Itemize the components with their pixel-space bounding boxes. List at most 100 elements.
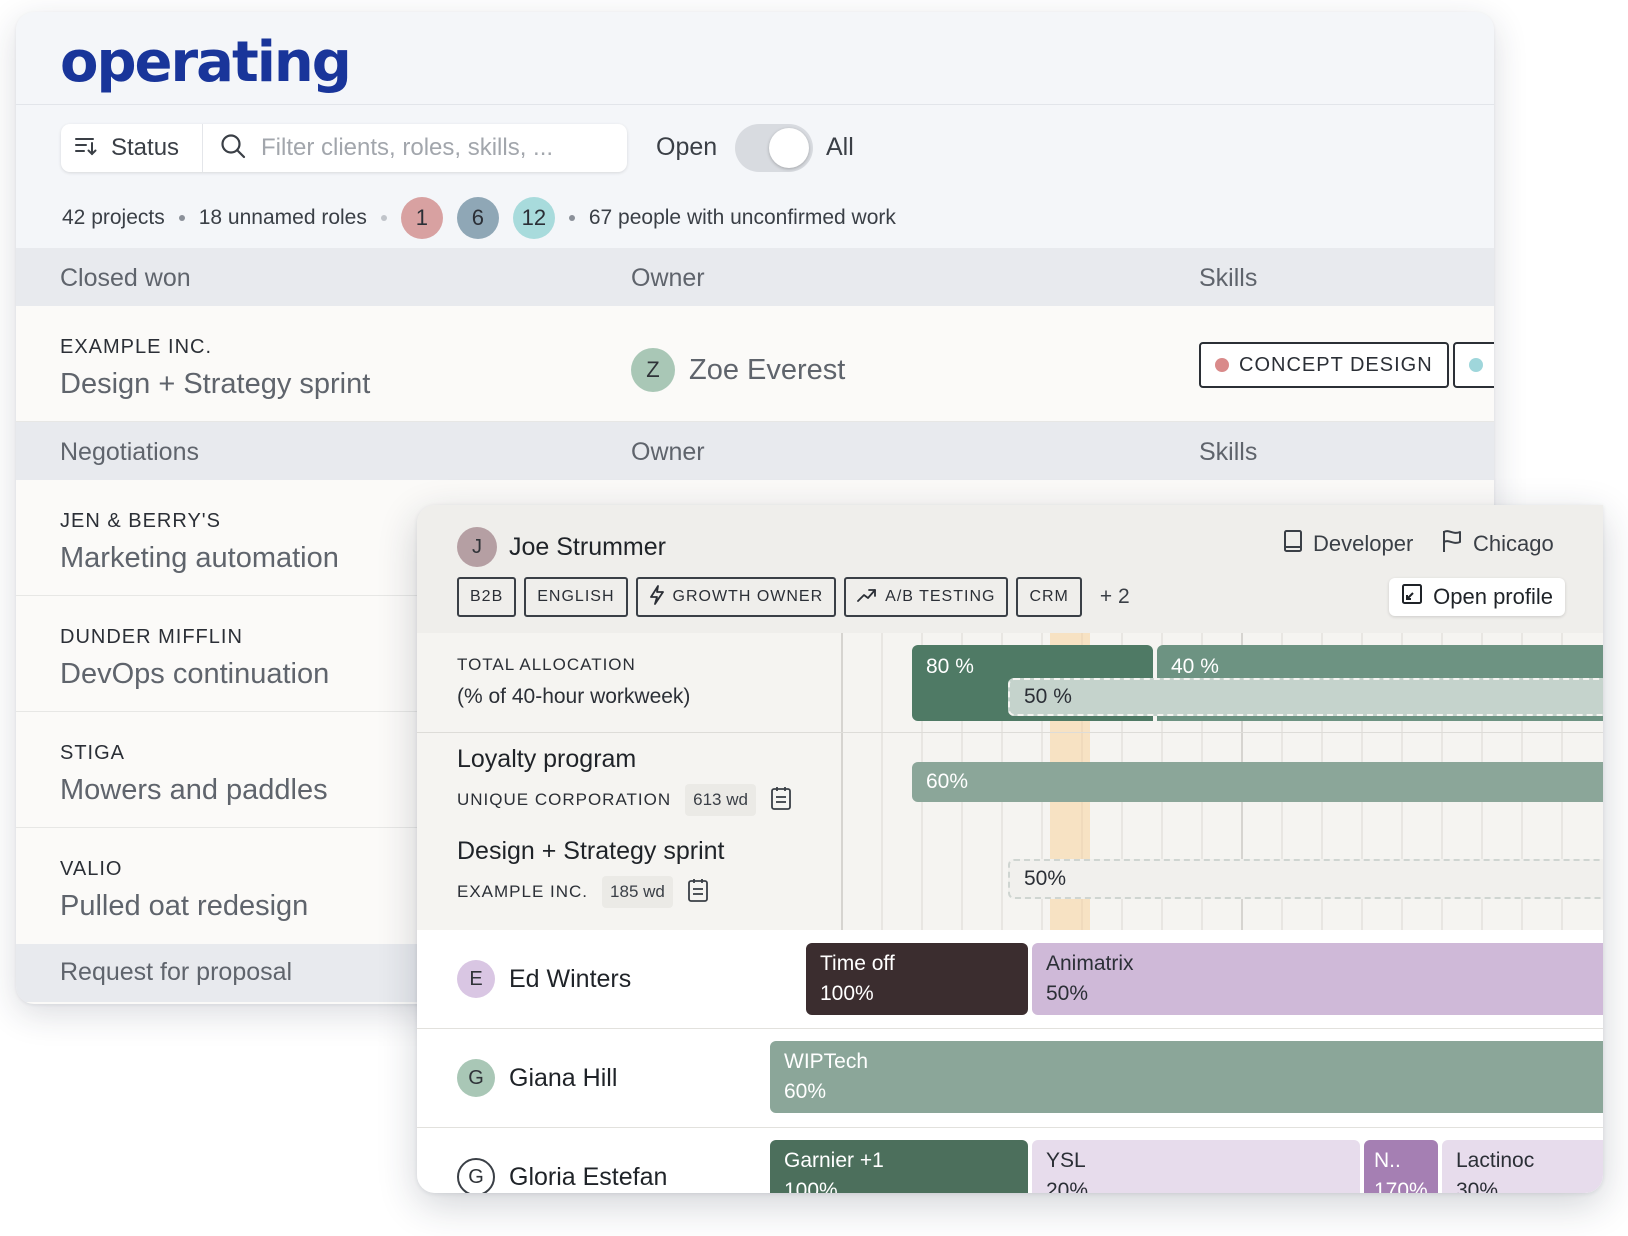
project-owner[interactable]: Z Zoe Everest [631,348,845,392]
skill-chip[interactable]: GROWTH OWNER [635,577,837,617]
bar-pct: 100% [820,982,874,1005]
total-allocation-label-block: TOTAL ALLOCATION (% of 40-hour workweek) [457,655,690,709]
divider [417,732,1603,733]
time-off-bar[interactable]: Time off 100% [806,943,1028,1015]
client-name: VALIO [60,858,123,880]
assignment-name: Loyalty program [457,745,637,773]
skill-tag[interactable] [1453,342,1494,388]
search-input[interactable] [261,134,601,162]
toggle-open-label[interactable]: Open [656,133,718,161]
assignment-bar[interactable]: Animatrix 50% [1032,943,1603,1015]
tentative-assignment-bar[interactable]: 50% [1008,859,1603,899]
search-icon [219,132,247,165]
client-name: EXAMPLE INC. [60,336,213,358]
skill-chips: B2B ENGLISH GROWTH OWNER A/B TESTING CRM… [457,577,1130,617]
total-allocation-label: TOTAL ALLOCATION [457,655,636,674]
status-filter-button[interactable]: Status [61,124,203,172]
stats-line: 42 projects 18 unnamed roles 1 6 12 67 p… [62,196,896,240]
skill-chip[interactable]: B2B [457,577,517,617]
filter-bar: Status [61,124,627,172]
calendar-icon[interactable] [770,785,792,816]
count-badge[interactable]: 12 [512,197,555,239]
client-name: JEN & BERRY'S [60,510,221,532]
calendar-icon[interactable] [687,877,709,908]
person-name: Joe Strummer [509,532,666,561]
owner-name: Zoe Everest [689,353,846,386]
assignment-bar[interactable]: 60% [912,762,1603,802]
count-badge[interactable]: 1 [400,197,443,239]
client-name: DUNDER MIFFLIN [60,626,243,648]
skill-dot [1469,358,1483,372]
skill-tag[interactable]: CONCEPT DESIGN [1199,342,1449,388]
allocation-value: 50 % [1024,685,1072,708]
separator-dot [380,215,387,221]
bar-label: Time off [820,952,895,975]
toggle-knob [769,128,809,168]
person-name-block[interactable]: J Joe Strummer [457,527,666,567]
section-title: Request for proposal [60,958,293,986]
section-header-closed-won: Closed won Owner Skills [16,248,1494,306]
person-info: E Ed Winters [417,930,631,1028]
owner-header: Owner [631,264,705,292]
skills-header: Skills [1199,264,1258,292]
role-label: Developer [1313,531,1414,556]
skill-chip[interactable]: ENGLISH [524,577,628,617]
avatar: Z [631,348,675,392]
bar-pct: 30% [1456,1179,1499,1193]
bar-label: Animatrix [1046,952,1134,975]
bar-label: Garnier +1 [784,1149,884,1172]
separator-dot [568,215,575,221]
bar-pct: 170% [1374,1179,1428,1193]
assignment-design-sprint[interactable]: Design + Strategy sprint EXAMPLE INC. 18… [457,837,725,908]
open-profile-label: Open profile [1433,584,1553,609]
bar-pct: 20% [1046,1179,1089,1193]
project-row[interactable]: VALIO Pulled oat redesign [16,828,1494,944]
avatar: J [457,527,497,567]
assignment-loyalty[interactable]: Loyalty program UNIQUE CORPORATION 613 w… [457,745,792,816]
assignment-alloc: 50% [1024,867,1067,890]
project-name: DevOps continuation [60,658,330,690]
toggle-all-label[interactable]: All [826,133,854,161]
assignment-bar[interactable]: YSL 20% [1032,1140,1360,1193]
tentative-allocation-bar[interactable]: 50 % [1008,678,1603,716]
more-skills[interactable]: + 2 [1099,585,1130,608]
person-name: Giana Hill [509,1063,618,1092]
status-label: Status [111,134,180,161]
skill-label: CONCEPT DESIGN [1239,353,1433,376]
person-location: Chicago [1441,529,1554,559]
filter-sort-icon [73,132,99,165]
separator-dot [178,215,185,221]
assignment-bar[interactable]: Garnier +1 100% [770,1140,1028,1193]
open-profile-button[interactable]: Open profile [1389,578,1565,616]
assignment-bar[interactable]: Lactinoc 30% [1442,1140,1603,1193]
avatar: G [457,1059,495,1097]
bar-label: N.. [1374,1149,1401,1172]
chip-label: GROWTH OWNER [672,588,824,605]
project-name: Marketing automation [60,542,339,574]
workdays: 185 wd [602,876,673,908]
app-logo[interactable]: operating [60,30,352,95]
skill-chip[interactable]: A/B TESTING [844,577,1009,617]
person-info: G Giana Hill [417,1029,617,1127]
top-bar: operating Status [16,12,1494,248]
flag-icon [1441,529,1463,559]
divider [417,1127,1603,1128]
chip-label: B2B [470,588,504,605]
bar-pct: 50% [1046,982,1089,1005]
assignment-client: EXAMPLE INC. [457,882,589,901]
bar-label: YSL [1046,1149,1086,1172]
projects-count: 42 projects [62,206,165,229]
skill-chip[interactable]: CRM [1016,577,1082,617]
avatar: G [457,1158,495,1193]
bar-label: WIPTech [784,1050,869,1073]
assignment-bar[interactable]: WIPTech 60% [770,1041,1603,1113]
open-all-toggle[interactable] [735,124,813,172]
assignment-bar[interactable]: N.. 170% [1364,1140,1438,1193]
skill-dot [1215,358,1229,372]
chip-label: CRM [1029,588,1069,605]
expand-icon [1401,583,1423,611]
assignment-client: UNIQUE CORPORATION [457,790,672,809]
tablet-icon [1283,529,1303,559]
project-name: Design + Strategy sprint [60,368,371,400]
count-badge[interactable]: 6 [456,197,499,239]
